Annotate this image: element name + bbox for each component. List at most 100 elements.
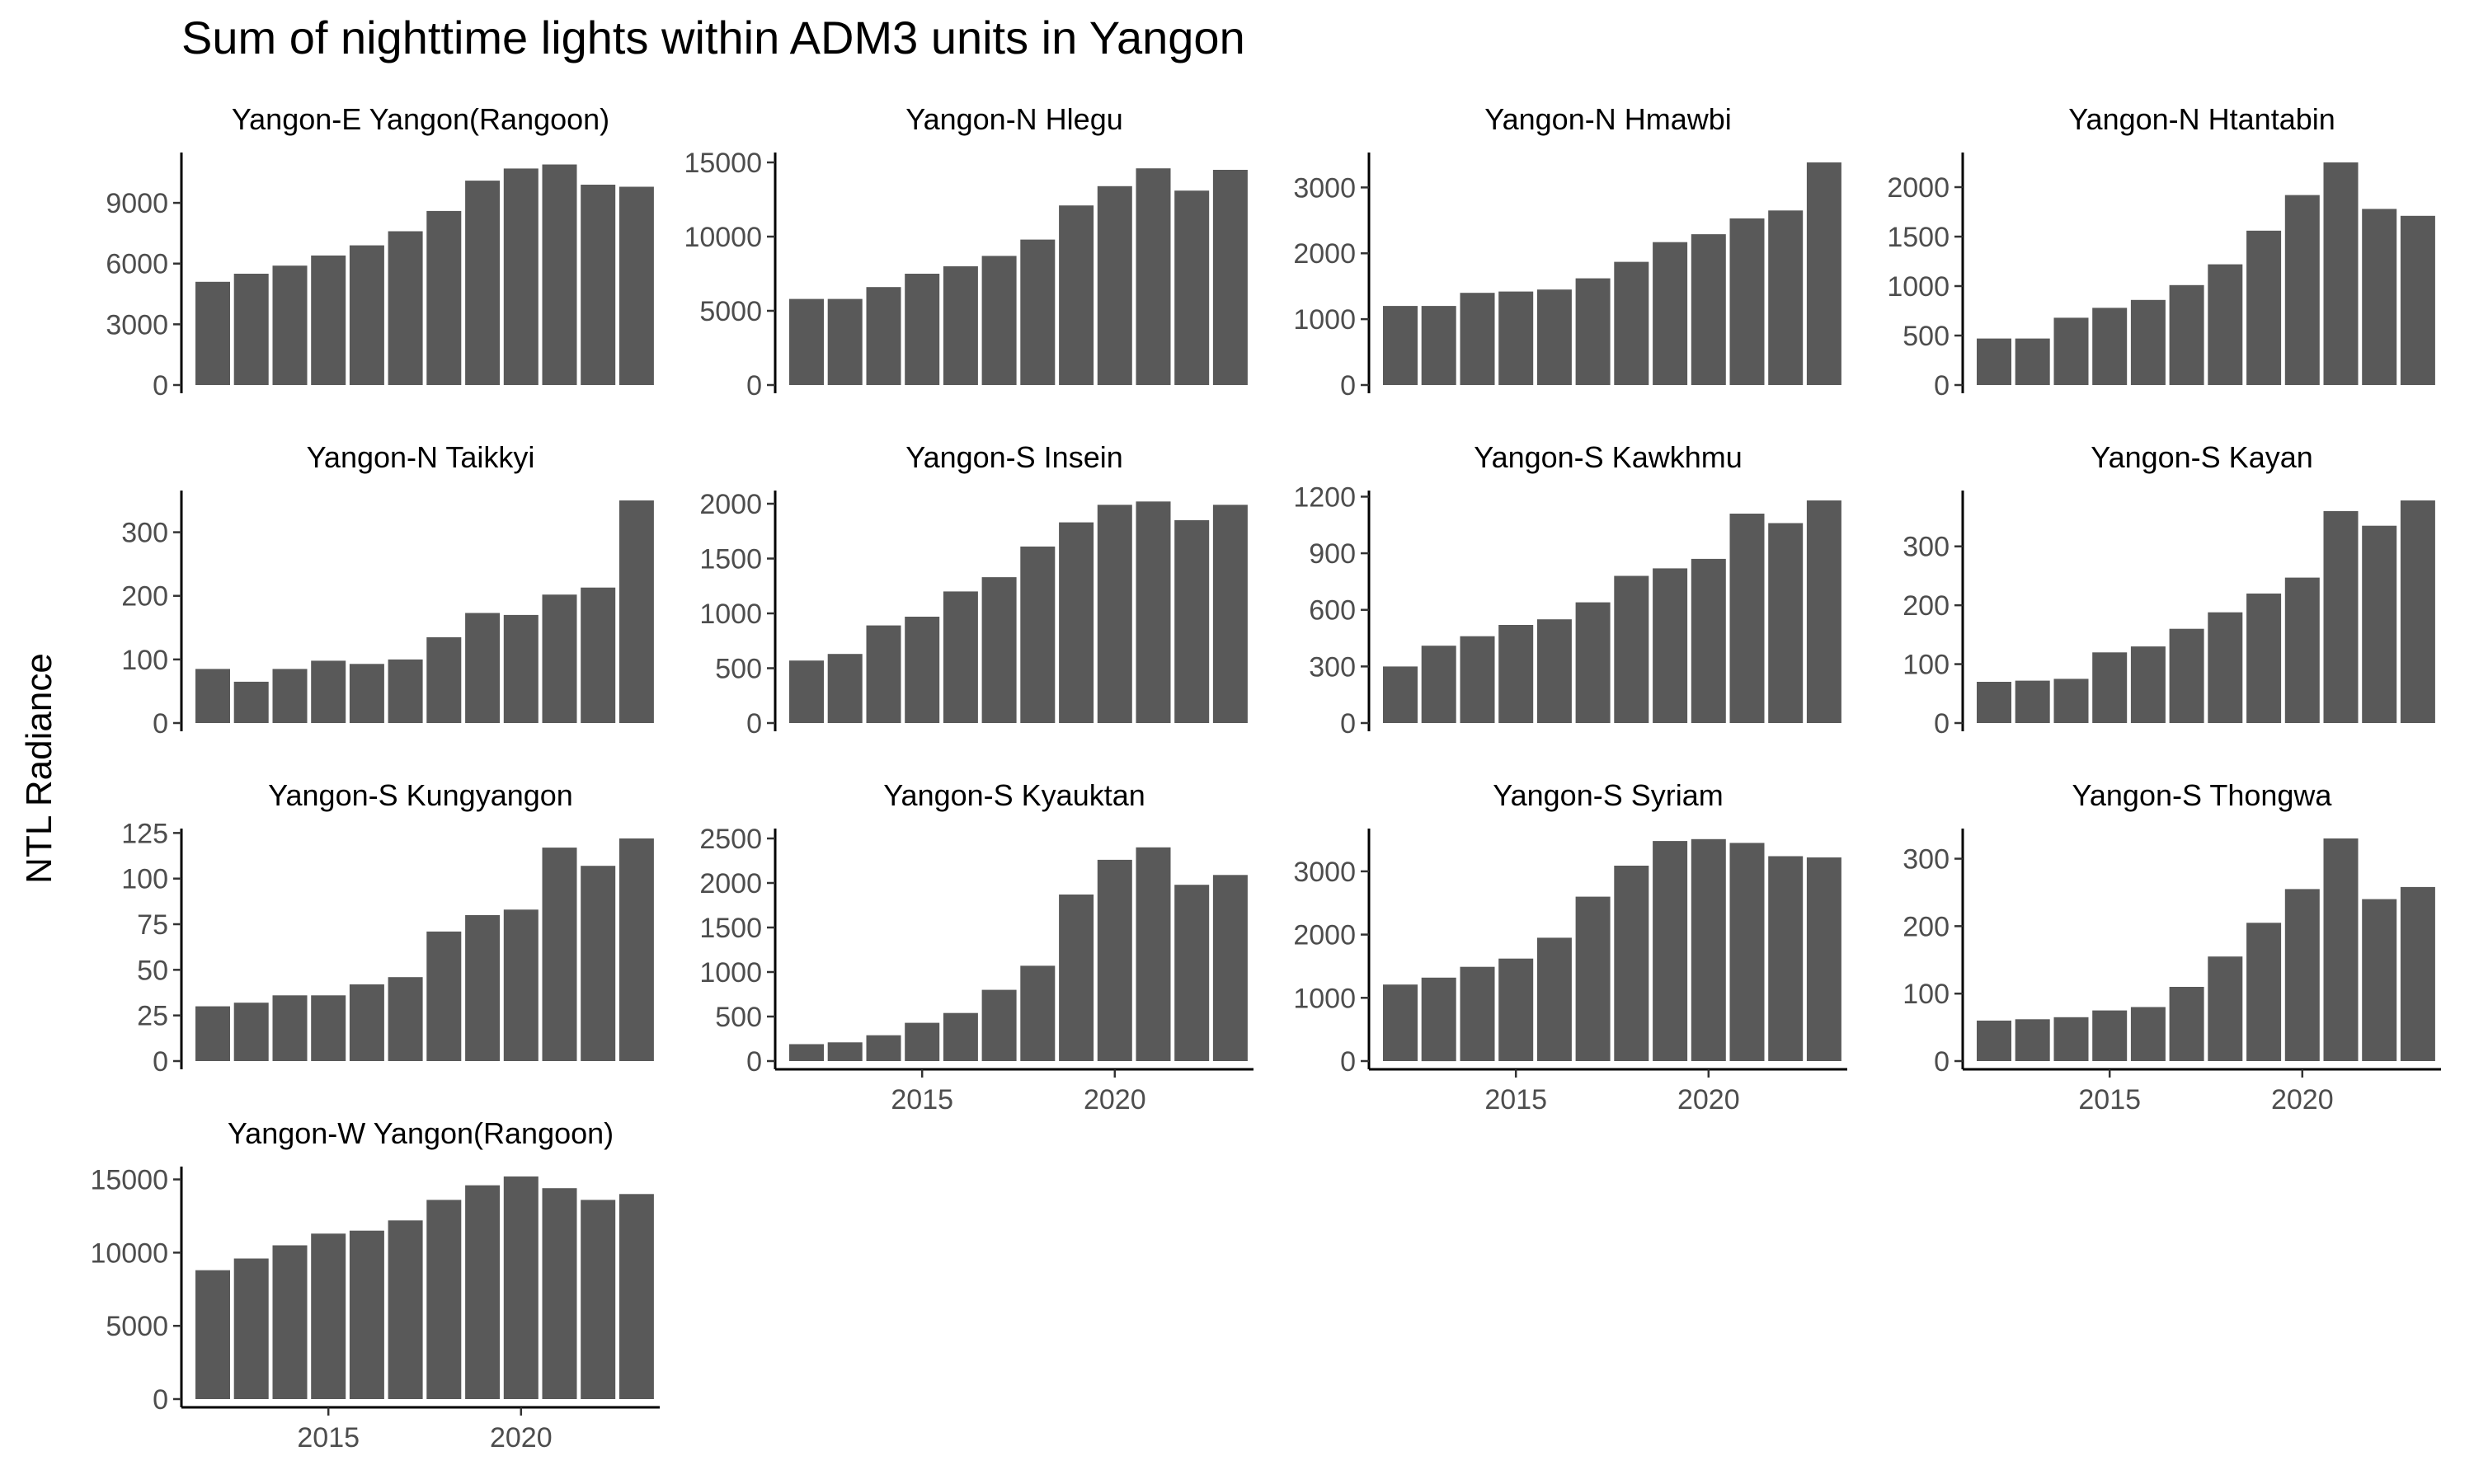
y-tick-label: 5000 xyxy=(699,296,762,327)
bar xyxy=(2208,264,2243,385)
bar xyxy=(388,1220,423,1399)
y-tick-label: 15000 xyxy=(90,1165,168,1196)
bar xyxy=(195,1006,230,1061)
bar xyxy=(388,231,423,385)
bar xyxy=(542,594,577,723)
panel-title: Yangon-N Taikkyi xyxy=(307,440,535,474)
bar xyxy=(426,1200,462,1399)
facet-panel: Yangon-E Yangon(Rangoon) 0 3000 6000 9000 xyxy=(106,102,654,402)
y-tick-label: 500 xyxy=(715,1002,762,1033)
bar xyxy=(1768,210,1804,385)
bar xyxy=(2015,1019,2050,1061)
y-tick-label: 1500 xyxy=(699,543,762,575)
panel-title: Yangon-S Kawkhmu xyxy=(1474,440,1743,474)
bar xyxy=(195,669,230,723)
bar xyxy=(388,659,423,723)
bar xyxy=(2053,1017,2089,1061)
facet-panel: Yangon-S Kawkhmu 0 300 600 900 1200 xyxy=(1293,440,1841,740)
y-tick-label: 5000 xyxy=(106,1311,168,1342)
bar xyxy=(2208,612,2243,723)
y-tick-label: 0 xyxy=(153,708,168,740)
bar xyxy=(2169,284,2204,385)
x-tick-label: 2020 xyxy=(1084,1084,1146,1115)
bar xyxy=(233,681,269,723)
y-tick-label: 200 xyxy=(1903,590,1950,622)
bar xyxy=(827,654,863,723)
y-tick-label: 300 xyxy=(1309,651,1356,683)
facet-panel: Yangon-S Kyauktan 0 500 1000 1500 2000 2500 201… xyxy=(699,778,1253,1115)
bar xyxy=(981,989,1017,1061)
bar xyxy=(2362,209,2397,385)
bar xyxy=(542,848,577,1061)
bar xyxy=(272,1245,308,1399)
bar xyxy=(2362,525,2397,723)
bar xyxy=(827,298,863,385)
bar xyxy=(1020,965,1056,1061)
panel-title: Yangon-S Kayan xyxy=(2091,440,2313,474)
bar xyxy=(2092,652,2128,723)
facet-panel: Yangon-S Kayan 0 100 200 300 xyxy=(1903,440,2435,740)
bar xyxy=(789,1044,824,1061)
facet-panel: Yangon-N Hmawbi 0 1000 2000 3000 xyxy=(1293,102,1841,402)
y-tick-label: 6000 xyxy=(106,249,168,280)
panel-title: Yangon-S Kungyangon xyxy=(268,778,573,812)
bar xyxy=(1977,338,2011,385)
bar xyxy=(2246,593,2282,723)
bar xyxy=(503,1176,539,1399)
bar xyxy=(2053,679,2089,723)
bar xyxy=(1575,278,1611,385)
y-tick-label: 1000 xyxy=(699,957,762,989)
bar xyxy=(2323,510,2359,723)
y-tick-label: 1200 xyxy=(1293,481,1356,513)
bar xyxy=(195,1270,230,1399)
bar xyxy=(1421,306,1456,385)
bar xyxy=(2284,889,2320,1061)
panel-title: Yangon-N Htantabin xyxy=(2068,102,2335,136)
bar xyxy=(2400,500,2435,723)
bar xyxy=(1174,519,1210,723)
bar xyxy=(465,915,501,1061)
bar xyxy=(503,614,539,723)
bar xyxy=(1653,568,1688,723)
bar xyxy=(581,866,616,1061)
bar xyxy=(1653,841,1688,1061)
bar xyxy=(1614,261,1649,385)
bar xyxy=(1806,500,1841,723)
y-tick-label: 100 xyxy=(121,645,168,676)
bar xyxy=(2130,299,2166,385)
bar xyxy=(1136,168,1171,385)
y-tick-label: 10000 xyxy=(684,222,762,253)
bar xyxy=(195,281,230,385)
facet-panel: Yangon-S Syriam 0 1000 2000 3000 2015 2020 xyxy=(1293,778,1847,1115)
y-axis-title: NTL Radiance xyxy=(19,653,59,884)
bar xyxy=(789,298,824,385)
bar xyxy=(1498,291,1534,385)
facet-panel: Yangon-S Insein 0 500 1000 1500 2000 xyxy=(699,440,1248,740)
bar xyxy=(1806,857,1841,1061)
bar xyxy=(1536,289,1572,385)
bar xyxy=(1136,501,1171,723)
bar xyxy=(1536,937,1572,1061)
y-tick-label: 10000 xyxy=(90,1237,168,1269)
bar xyxy=(349,245,384,385)
bar xyxy=(1460,966,1495,1061)
bar xyxy=(311,995,346,1061)
panel-title: Yangon-N Hlegu xyxy=(905,102,1123,136)
bar xyxy=(1460,636,1495,723)
bar xyxy=(233,1003,269,1061)
bar xyxy=(789,660,824,723)
bar xyxy=(866,287,901,385)
bar xyxy=(426,210,462,385)
bar xyxy=(1212,170,1248,385)
bar xyxy=(1575,896,1611,1061)
y-tick-label: 1500 xyxy=(1887,222,1950,253)
bar xyxy=(581,1200,616,1399)
bar xyxy=(2400,215,2435,385)
y-tick-label: 3000 xyxy=(1293,172,1356,204)
bar xyxy=(2284,577,2320,723)
y-tick-label: 500 xyxy=(1903,321,1950,352)
y-tick-label: 25 xyxy=(137,1001,168,1032)
bar xyxy=(1059,895,1094,1061)
y-tick-label: 125 xyxy=(121,818,168,849)
y-tick-label: 0 xyxy=(746,1046,762,1078)
